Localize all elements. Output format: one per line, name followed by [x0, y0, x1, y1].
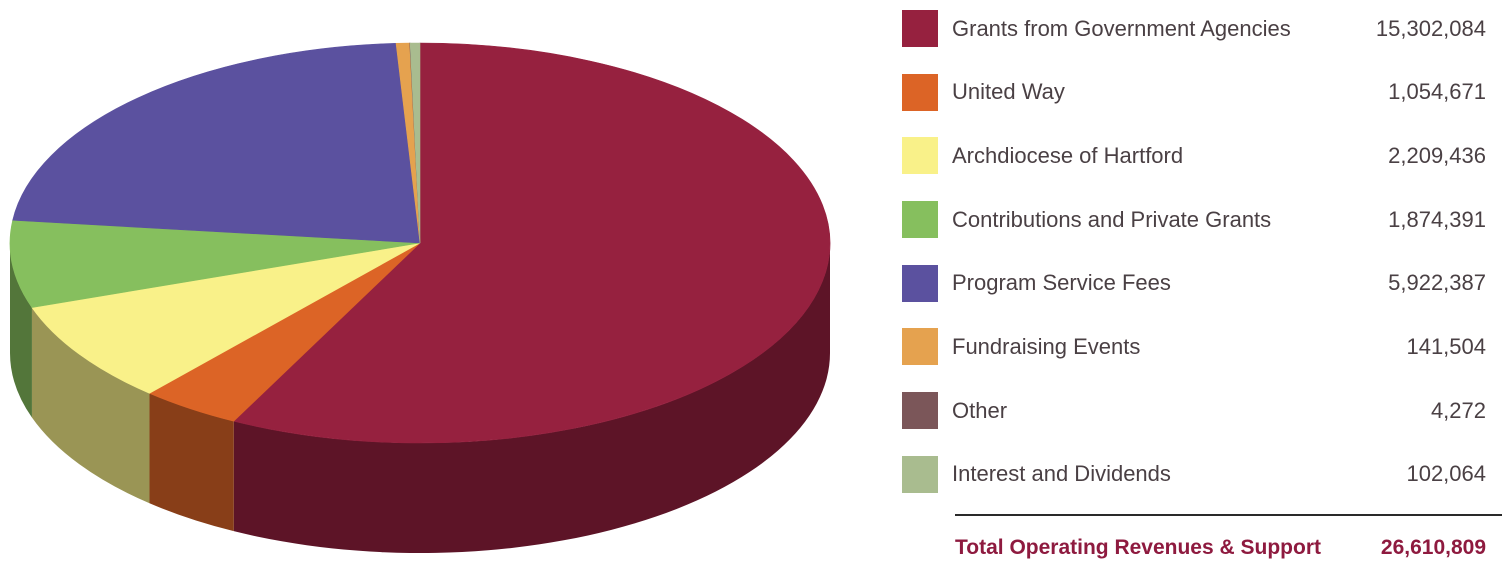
- pie-chart: [9, 42, 831, 553]
- legend-label: Fundraising Events: [952, 333, 1141, 359]
- pie-slice-side: [10, 243, 32, 418]
- total-row: Total Operating Revenues & Support 26,61…: [955, 536, 1486, 560]
- legend-swatch: [902, 455, 938, 493]
- total-value: 26,610,809: [1380, 536, 1486, 559]
- legend-item: Contributions and Private Grants 1,874,3…: [902, 201, 1486, 239]
- legend-swatch: [902, 264, 938, 302]
- chart-legend: Grants from Government Agencies 15,302,0…: [902, 10, 1486, 493]
- legend-label: United Way: [952, 79, 1065, 105]
- pie-slice-side: [149, 393, 234, 532]
- legend-value: 1,874,391: [1388, 206, 1486, 232]
- legend-swatch: [902, 137, 938, 175]
- legend-value: 5,922,387: [1388, 270, 1486, 296]
- total-label: Total Operating Revenues & Support: [955, 536, 1321, 559]
- legend-item: Interest and Dividends 102,064: [902, 455, 1486, 493]
- legend-label: Program Service Fees: [952, 270, 1171, 296]
- pie-side-walls: [10, 243, 831, 553]
- legend-item: Fundraising Events 141,504: [902, 328, 1486, 366]
- legend-value: 1,054,671: [1388, 79, 1486, 105]
- legend-value: 102,064: [1406, 461, 1486, 487]
- pie-slice: [233, 42, 831, 444]
- legend-swatch: [902, 73, 938, 111]
- legend-swatch: [902, 201, 938, 239]
- pie-slice-side: [31, 307, 150, 504]
- pie-slice: [409, 42, 421, 244]
- legend-value: 4,272: [1430, 397, 1486, 423]
- pie-slice: [12, 43, 421, 244]
- legend-value: 141,504: [1406, 333, 1486, 359]
- pie-top-faces: [9, 42, 831, 444]
- pie-slice-side: [233, 243, 831, 553]
- legend-swatch: [902, 392, 938, 430]
- legend-item: Archdiocese of Hartford 2,209,436: [902, 137, 1486, 175]
- legend-item: United Way 1,054,671: [902, 73, 1486, 111]
- legend-swatch: [902, 328, 938, 366]
- legend-label: Contributions and Private Grants: [952, 206, 1272, 232]
- legend-label: Interest and Dividends: [952, 461, 1171, 487]
- pie-slice: [9, 219, 421, 308]
- legend-label: Other: [952, 397, 1008, 423]
- legend-label: Grants from Government Agencies: [952, 15, 1291, 41]
- legend-swatch: [902, 10, 938, 47]
- legend-value: 15,302,084: [1375, 15, 1486, 41]
- legend-item: Grants from Government Agencies 15,302,0…: [902, 10, 1486, 47]
- legend-label: Archdiocese of Hartford: [952, 142, 1184, 168]
- legend-item: Other 4,272: [902, 392, 1486, 430]
- total-divider: [955, 514, 1502, 516]
- pie-slice: [31, 242, 421, 394]
- legend-item: Program Service Fees 5,922,387: [902, 264, 1486, 302]
- legend-value: 2,209,436: [1388, 142, 1486, 168]
